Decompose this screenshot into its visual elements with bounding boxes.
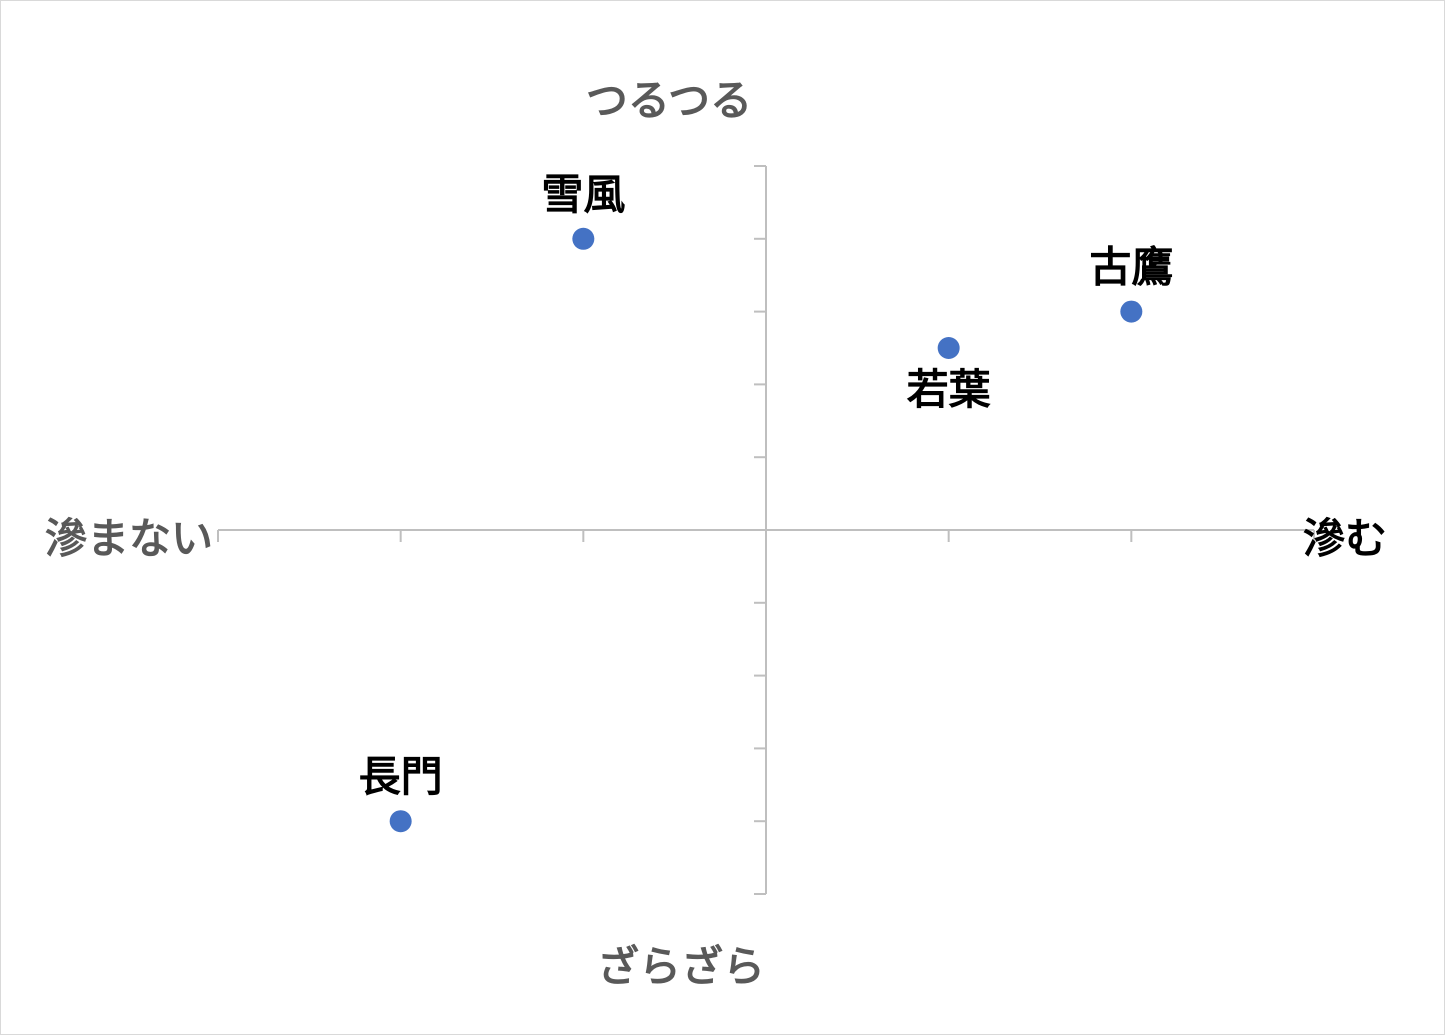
data-point-label: 古鷹 (1089, 243, 1173, 292)
data-point-label: 長門 (359, 752, 443, 801)
data-point-label: 若葉 (907, 365, 992, 414)
axes (217, 165, 1315, 895)
y-axis-ticks (754, 165, 766, 895)
data-point (572, 227, 595, 250)
x-axis-ticks (217, 530, 1315, 542)
data-point-label: 雪風 (541, 170, 625, 219)
data-point (389, 810, 412, 833)
axis-title-right: 滲む (1303, 514, 1387, 563)
data-point (1120, 300, 1143, 323)
axis-title-bottom: ざらざら (597, 942, 765, 991)
axis-title-top: つるつる (586, 76, 752, 125)
data-point (937, 337, 960, 359)
axis-title-left: 滲まない (45, 514, 213, 563)
